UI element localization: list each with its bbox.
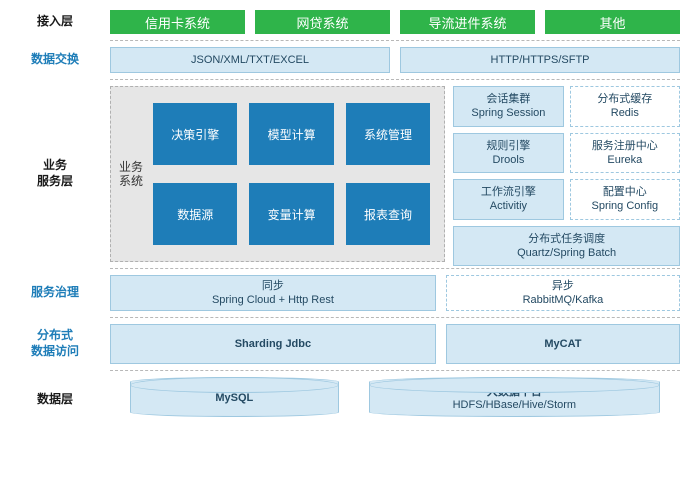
svc-spring-session: 会话集群 Spring Session	[453, 86, 563, 127]
layer-label-access: 接入层	[0, 6, 110, 38]
separator	[110, 79, 680, 80]
exchange-formats: JSON/XML/TXT/EXCEL	[110, 47, 390, 73]
gov-sub: RabbitMQ/Kafka	[523, 293, 604, 307]
svc-title: 分布式缓存	[597, 92, 652, 106]
svc-title: 配置中心	[603, 185, 647, 199]
svc-sub: Spring Config	[591, 199, 658, 213]
svc-sub: Quartz/Spring Batch	[517, 246, 616, 260]
layer-label-data: 数据层	[0, 373, 110, 427]
da-sharding-jdbc: Sharding Jdbc	[110, 324, 436, 364]
layer-label-service: 业务 服务层	[0, 82, 110, 266]
svc-title: 工作流引擎	[481, 185, 536, 199]
gov-sub: Spring Cloud + Http Rest	[212, 293, 334, 307]
svc-sub: Eureka	[607, 153, 642, 167]
svc-activiti: 工作流引擎 Activitiy	[453, 179, 563, 220]
db-sub: HDFS/HBase/Hive/Storm	[453, 399, 576, 412]
biz-report-query: 报表查询	[346, 183, 430, 245]
db-title: MySQL	[215, 392, 253, 405]
svc-sub: Redis	[611, 106, 639, 120]
svc-quartz: 分布式任务调度 Quartz/Spring Batch	[453, 226, 680, 267]
biz-system-label: 业务 系统	[117, 93, 145, 255]
gov-async: 异步 RabbitMQ/Kafka	[446, 275, 680, 311]
layer-label-governance: 服务治理	[0, 271, 110, 315]
svc-spring-config: 配置中心 Spring Config	[570, 179, 680, 220]
db-title: 大数据平台	[487, 386, 542, 399]
layer-label-data-access: 分布式 数据访问	[0, 320, 110, 368]
da-mycat: MyCAT	[446, 324, 680, 364]
exchange-protocols: HTTP/HTTPS/SFTP	[400, 47, 680, 73]
layer-label-exchange: 数据交换	[0, 43, 110, 77]
svc-title: 服务注册中心	[592, 139, 658, 153]
db-bigdata: 大数据平台 HDFS/HBase/Hive/Storm	[369, 377, 660, 417]
access-item-credit: 信用卡系统	[110, 10, 245, 34]
db-mysql: MySQL	[130, 377, 339, 417]
svc-eureka: 服务注册中心 Eureka	[570, 133, 680, 174]
svc-drools: 规则引擎 Drools	[453, 133, 563, 174]
biz-system-mgmt: 系统管理	[346, 103, 430, 165]
separator	[110, 40, 680, 41]
biz-variable-compute: 变量计算	[249, 183, 333, 245]
svc-sub: Spring Session	[471, 106, 545, 120]
access-item-loan: 网贷系统	[255, 10, 390, 34]
biz-decision-engine: 决策引擎	[153, 103, 237, 165]
gov-title: 异步	[552, 279, 574, 293]
biz-model-compute: 模型计算	[249, 103, 333, 165]
access-item-lead: 导流进件系统	[400, 10, 535, 34]
svc-sub: Drools	[493, 153, 525, 167]
gov-sync: 同步 Spring Cloud + Http Rest	[110, 275, 436, 311]
separator	[110, 317, 680, 318]
biz-datasource: 数据源	[153, 183, 237, 245]
access-item-other: 其他	[545, 10, 680, 34]
svc-title: 会话集群	[486, 92, 530, 106]
svc-title: 分布式任务调度	[528, 232, 605, 246]
svc-title: 规则引擎	[486, 139, 530, 153]
biz-system-group: 业务 系统 决策引擎 模型计算 系统管理 数据源 变量计算 报表查询	[110, 86, 445, 262]
svc-redis: 分布式缓存 Redis	[570, 86, 680, 127]
svc-sub: Activitiy	[490, 199, 527, 213]
separator	[110, 370, 680, 371]
gov-title: 同步	[262, 279, 284, 293]
separator	[110, 268, 680, 269]
